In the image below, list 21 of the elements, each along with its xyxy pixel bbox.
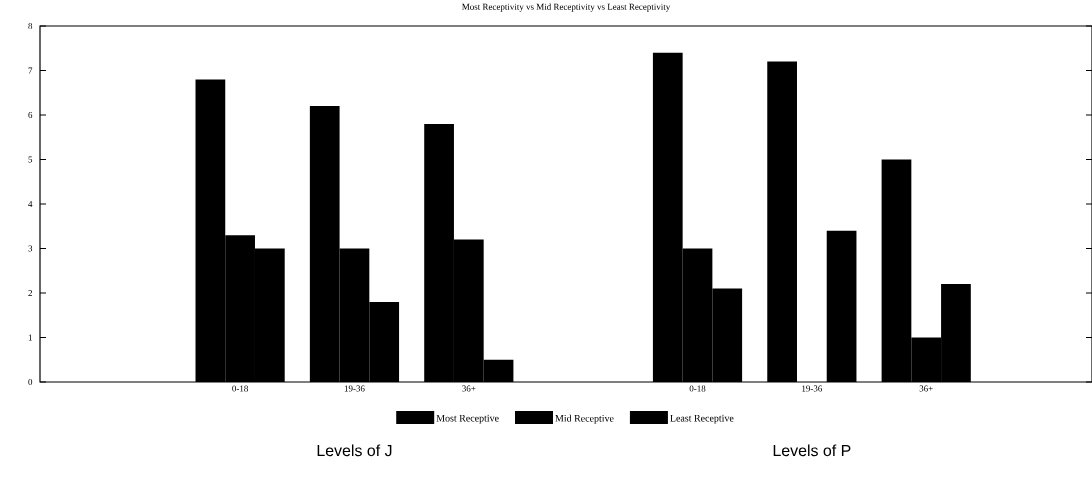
x-tick-label: 19-36 — [344, 385, 365, 392]
y-tick-label: 8 — [28, 22, 33, 30]
y-tick-label: 4 — [28, 201, 33, 207]
y-tick-label: 0 — [28, 378, 33, 386]
text: Levels of J — [317, 444, 392, 457]
y-tick-label: 2 — [28, 290, 32, 296]
x-tick-label: 0-18 — [689, 385, 706, 392]
y-tick-label: 7 — [28, 67, 33, 74]
x-tick-label: 36+ — [919, 385, 933, 392]
legend-label: Mid Receptive — [555, 414, 614, 424]
legend-label: Most Receptive — [436, 414, 499, 424]
text: Levels of P — [773, 444, 851, 457]
y-tick-label: 1 — [28, 334, 32, 341]
legend-label: Least Receptive — [670, 414, 734, 424]
y-tick-label: 3 — [28, 245, 33, 252]
y-tick-label: 6 — [28, 111, 33, 119]
chart-title: Most Receptivity vs Mid Receptivity vs Least Receptivity — [462, 3, 671, 12]
x-tick-label: 0-18 — [232, 385, 248, 392]
y-tick-label: 5 — [28, 156, 33, 163]
x-tick-label: 36+ — [462, 385, 476, 392]
x-tick-label: 19-36 — [802, 385, 823, 392]
